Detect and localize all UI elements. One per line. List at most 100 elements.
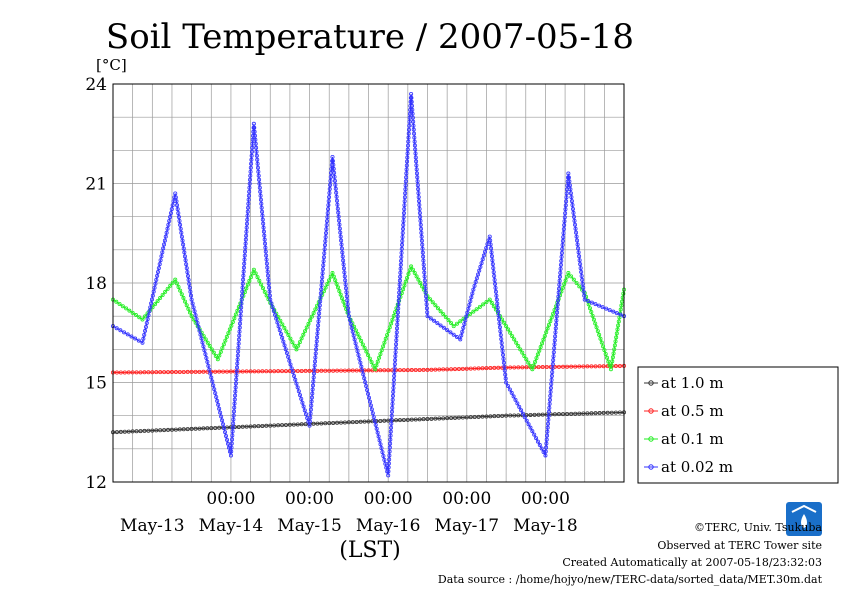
data-point	[443, 315, 448, 320]
data-point	[397, 418, 402, 423]
data-point	[591, 317, 596, 322]
data-point	[245, 213, 250, 218]
data-point	[406, 135, 411, 140]
data-point	[235, 357, 240, 362]
data-point	[406, 139, 411, 144]
data-point	[407, 111, 412, 116]
data-point	[182, 254, 187, 259]
data-point	[579, 270, 584, 275]
data-point	[421, 417, 426, 422]
data-point	[260, 286, 265, 291]
data-point	[166, 370, 171, 375]
data-point	[307, 419, 312, 424]
data-point	[590, 313, 595, 318]
data-point	[399, 250, 404, 255]
data-point	[355, 331, 360, 336]
data-point	[418, 222, 423, 227]
data-point	[325, 219, 330, 224]
data-point	[396, 294, 401, 299]
copyright-credit: ©TERC, Univ. Tsukuba	[694, 521, 822, 534]
data-point	[478, 264, 483, 269]
data-point	[277, 328, 282, 333]
data-point	[510, 334, 515, 339]
x-time-tick-label: 00:00	[364, 489, 413, 509]
data-point	[163, 234, 168, 239]
data-point	[264, 423, 269, 428]
data-point	[474, 276, 479, 281]
data-point	[299, 422, 304, 427]
data-point	[441, 325, 446, 330]
data-point	[362, 368, 367, 373]
data-point	[445, 367, 450, 372]
data-point	[560, 285, 565, 290]
data-point	[547, 397, 552, 402]
data-point	[284, 329, 289, 334]
data-point	[546, 413, 551, 418]
data-point	[392, 366, 397, 371]
data-point	[300, 400, 305, 405]
data-point	[555, 302, 560, 307]
data-point	[418, 214, 423, 219]
data-point	[412, 271, 417, 276]
data-point	[425, 310, 430, 315]
data-point	[526, 422, 531, 427]
data-point	[243, 241, 248, 246]
data-point	[326, 199, 331, 204]
data-point	[186, 277, 191, 282]
data-point	[556, 294, 561, 299]
data-point	[280, 423, 285, 428]
data-point	[329, 166, 334, 171]
data-point	[400, 238, 405, 243]
data-point	[207, 344, 212, 349]
data-point	[309, 395, 314, 400]
data-point	[405, 275, 410, 280]
data-point	[173, 370, 178, 375]
data-point	[557, 282, 562, 287]
data-point	[615, 327, 620, 332]
data-point	[265, 269, 270, 274]
data-point	[169, 427, 174, 432]
data-point	[557, 278, 562, 283]
data-point	[157, 262, 162, 267]
data-point	[266, 277, 271, 282]
data-point	[393, 346, 398, 351]
data-point	[192, 309, 197, 314]
data-point	[362, 419, 367, 424]
data-point	[468, 299, 473, 304]
data-point	[433, 367, 438, 372]
data-point	[421, 254, 426, 259]
data-point	[161, 246, 166, 251]
data-point	[179, 234, 184, 239]
data-point	[244, 233, 249, 238]
data-point	[377, 438, 382, 443]
data-point	[152, 285, 157, 290]
data-point	[283, 422, 288, 427]
data-point	[479, 261, 484, 266]
data-point	[241, 265, 246, 270]
data-point	[385, 332, 390, 337]
data-point	[317, 303, 322, 308]
data-point	[502, 368, 507, 373]
data-point	[238, 317, 243, 322]
data-point	[480, 366, 485, 371]
data-point	[327, 278, 332, 283]
data-point	[205, 426, 210, 431]
data-point	[147, 309, 152, 314]
data-point	[263, 245, 268, 250]
data-point	[241, 269, 246, 274]
data-point	[388, 433, 393, 438]
data-point	[328, 179, 333, 184]
data-point	[140, 317, 145, 322]
data-point	[564, 199, 569, 204]
data-point	[323, 239, 328, 244]
data-point	[556, 412, 561, 417]
data-point	[230, 433, 235, 438]
data-point	[491, 304, 496, 309]
data-point	[231, 421, 236, 426]
data-point	[184, 303, 189, 308]
data-point	[149, 297, 154, 302]
data-point	[561, 364, 566, 369]
data-point	[553, 330, 558, 335]
data-point	[333, 186, 338, 191]
data-point	[544, 330, 549, 335]
